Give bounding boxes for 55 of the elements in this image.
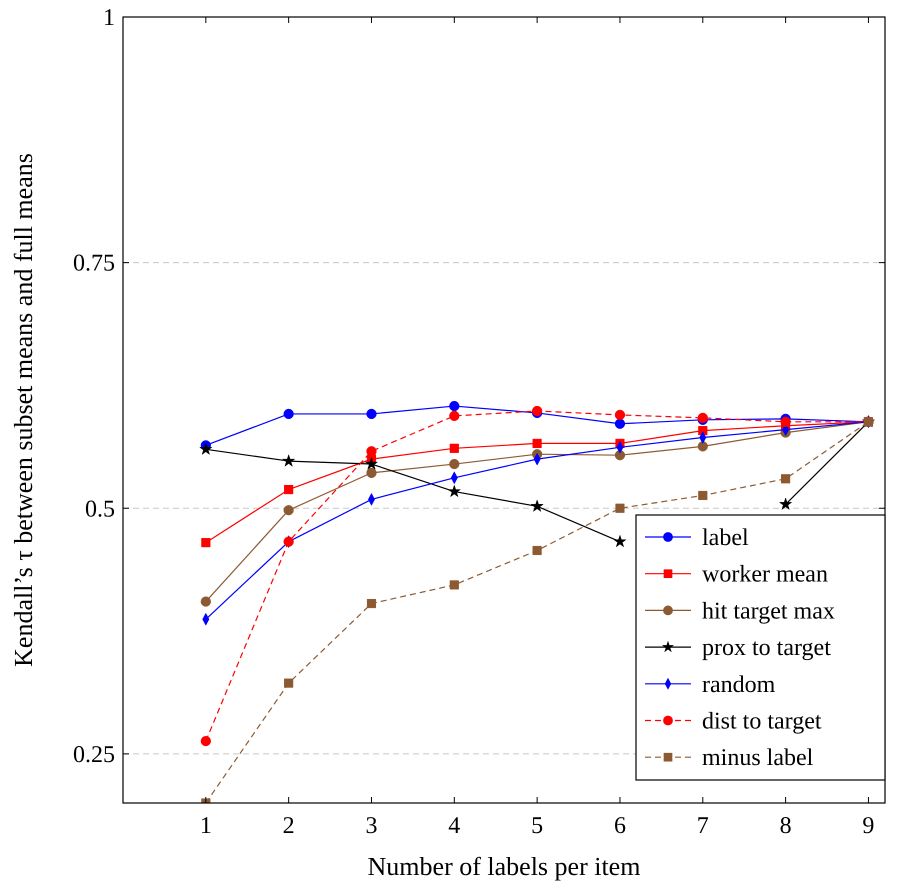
point [779, 498, 792, 510]
legend-label: dist to target [702, 708, 822, 734]
x-tick-label: 4 [448, 813, 460, 839]
point [614, 450, 626, 460]
point [698, 441, 708, 452]
point [366, 468, 377, 478]
point [614, 410, 626, 420]
point [366, 408, 377, 420]
point [449, 400, 460, 412]
point [449, 458, 460, 470]
point [448, 484, 461, 497]
point [449, 410, 460, 422]
point [615, 504, 625, 513]
x-tick-label: 7 [696, 813, 709, 839]
point [781, 474, 790, 484]
point [200, 596, 211, 607]
point [614, 418, 626, 429]
point [284, 408, 294, 420]
x-tick-label: 2 [282, 813, 295, 839]
point [450, 580, 459, 590]
legend-label: worker mean [702, 562, 828, 588]
x-tick-label: 8 [780, 813, 792, 839]
y-tick-label: 0.75 [73, 250, 115, 277]
x-tick-label: 6 [614, 813, 626, 839]
legend-label: prox to target [702, 635, 832, 662]
y-axis-title: Kendall’s τ between subset means and full means [9, 153, 38, 667]
point [200, 442, 212, 455]
y-tick-label: 0.25 [73, 742, 115, 768]
point [450, 444, 459, 453]
point [780, 416, 791, 427]
legend-label: label [702, 525, 749, 551]
legend-label: hit target max [702, 598, 835, 624]
x-tick-label: 1 [200, 813, 212, 839]
point [532, 438, 542, 448]
x-tick-label: 5 [531, 813, 544, 839]
point [366, 446, 377, 456]
x-tick-label: 9 [862, 813, 874, 839]
legend-label: minus label [702, 745, 814, 772]
point [698, 490, 708, 500]
point [200, 736, 211, 746]
point [284, 505, 294, 516]
point [366, 598, 376, 608]
point [284, 678, 294, 688]
x-tick-label: 3 [365, 813, 378, 839]
point [614, 535, 626, 548]
y-tick-label: 1 [103, 5, 115, 31]
y-tick-label: 0.5 [85, 496, 115, 522]
point [530, 500, 544, 512]
point [365, 457, 378, 470]
legend-label: random [702, 672, 776, 698]
point [532, 546, 542, 556]
point [282, 454, 295, 466]
x-axis-title: Number of labels per item [368, 852, 640, 881]
point [284, 485, 294, 494]
point [201, 538, 210, 548]
